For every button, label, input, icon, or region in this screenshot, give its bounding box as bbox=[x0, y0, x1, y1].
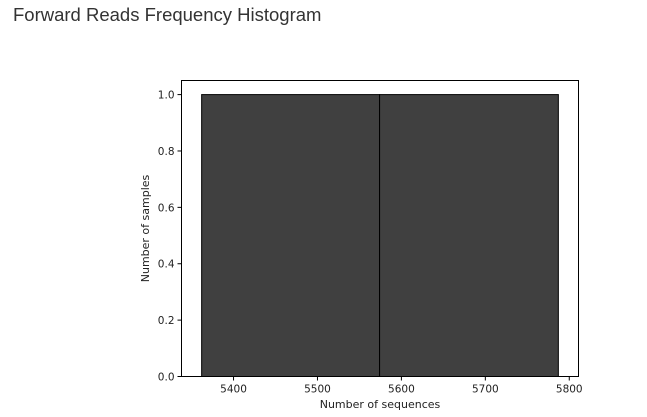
bars-layer bbox=[201, 94, 559, 377]
y-tick-label: 0.2 bbox=[158, 315, 175, 327]
plot-frame bbox=[181, 80, 579, 377]
histogram-bar-2 bbox=[379, 94, 559, 377]
x-tick-label: 5400 bbox=[220, 384, 247, 396]
x-tick-label: 5700 bbox=[472, 384, 499, 396]
x-tick-label: 5600 bbox=[388, 384, 415, 396]
x-axis-label: Number of sequences bbox=[320, 398, 441, 411]
y-tick-label: 0.8 bbox=[158, 146, 175, 158]
y-tick-label: 0.4 bbox=[158, 259, 175, 271]
y-tick-label: 1.0 bbox=[158, 90, 175, 102]
x-tick-label: 5800 bbox=[556, 384, 583, 396]
y-tick-label: 0.6 bbox=[158, 202, 175, 214]
y-axis-label: Number of samples bbox=[139, 174, 152, 282]
x-axis-ticks: 5400 5500 5600 5700 5800 bbox=[220, 376, 583, 396]
page-title: Forward Reads Frequency Histogram bbox=[13, 4, 322, 25]
y-axis-ticks: 0.0 0.2 0.4 0.6 0.8 1.0 bbox=[158, 90, 182, 384]
x-tick-label: 5500 bbox=[304, 384, 331, 396]
y-tick-label: 0.0 bbox=[158, 372, 175, 384]
histogram-bar-1 bbox=[201, 94, 381, 377]
